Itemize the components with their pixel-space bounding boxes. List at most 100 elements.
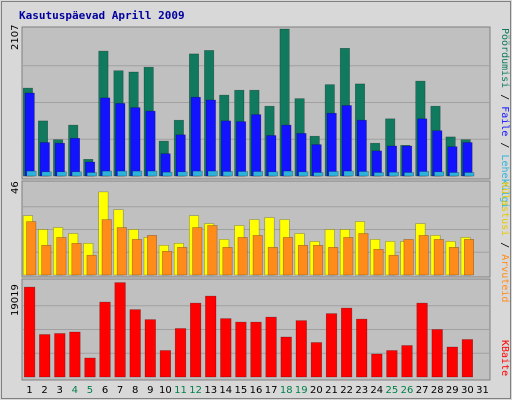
panel-bottom-bars (22, 282, 490, 378)
x-tick-label: 13 (204, 385, 217, 396)
panel-middle-bars (22, 191, 490, 276)
x-tick-label: 21 (325, 385, 338, 396)
bar-kbaite (250, 321, 262, 378)
bar-faile (341, 105, 352, 177)
bar-lehekulgi (313, 172, 324, 177)
x-tick-label: 9 (147, 385, 153, 396)
legend-separator: / (499, 236, 510, 254)
bar-arvuteid (222, 247, 233, 276)
bar-lehekulgi (464, 172, 475, 177)
x-tick-label: 28 (431, 385, 444, 396)
x-tick-label: 10 (159, 385, 172, 396)
bar-faile (296, 133, 307, 177)
bar-faile (115, 103, 126, 177)
x-tick-label: 4 (72, 385, 78, 396)
x-tick-label: 25 (386, 385, 399, 396)
bar-arvuteid (207, 225, 218, 276)
bar-faile (130, 107, 141, 177)
bar-kbaite (280, 336, 292, 378)
bar-arvuteid (71, 243, 82, 276)
bar-faile (281, 124, 292, 177)
bar-arvuteid (282, 237, 293, 276)
bar-lehekulgi (237, 171, 248, 177)
x-tick-label: 17 (265, 385, 278, 396)
panel-top-bars (22, 28, 490, 177)
bar-kbaite (54, 333, 66, 378)
legend-item-faile: Faile (499, 106, 510, 136)
bar-faile (447, 146, 458, 177)
x-tick-label: 6 (102, 385, 108, 396)
bar-lehekulgi (403, 172, 414, 177)
bar-kbaite (340, 307, 353, 378)
bar-arvuteid (297, 245, 308, 276)
bar-arvuteid (358, 233, 369, 276)
bar-faile (402, 145, 413, 177)
bar-arvuteid (101, 219, 112, 276)
bar-lehekulgi (434, 171, 445, 177)
bar-lehekulgi (192, 170, 203, 177)
bar-lehekulgi (418, 171, 429, 177)
bar-faile (190, 96, 201, 177)
bar-arvuteid (131, 239, 142, 276)
legend-middle: Külastusi / Arvuteid (499, 182, 510, 302)
bar-kbaite (431, 329, 443, 378)
x-tick-label: 24 (370, 385, 383, 396)
legend-separator: / (499, 136, 510, 154)
bar-lehekulgi (102, 170, 113, 177)
bar-kbaite (129, 309, 141, 378)
bar-faile (356, 119, 367, 177)
bar-faile (221, 120, 232, 177)
legend-item-arvuteid: Arvuteid (499, 254, 510, 302)
bar-faile (236, 121, 247, 177)
bar-arvuteid (463, 239, 474, 276)
bar-lehekulgi (162, 171, 173, 177)
bar-kbaite (461, 339, 474, 378)
bar-kbaite (174, 328, 187, 378)
x-tick-label: 23 (355, 385, 368, 396)
bar-lehekulgi (177, 171, 188, 177)
bar-faile (417, 118, 428, 177)
bar-kbaite (23, 286, 36, 378)
x-tick-label: 22 (340, 385, 353, 396)
bar-faile (386, 145, 397, 177)
x-tick-label: 31 (476, 385, 489, 396)
x-tick-label: 29 (446, 385, 459, 396)
legend-separator: / (499, 88, 510, 106)
bar-faile (266, 135, 277, 177)
bar-arvuteid (192, 227, 203, 276)
bar-lehekulgi (358, 171, 369, 177)
bar-kbaite (114, 282, 126, 378)
x-tick-label: 15 (235, 385, 248, 396)
bar-lehekulgi (41, 171, 52, 177)
legend-top: Pöördumisi / Faile / Lehekülgi (499, 28, 510, 209)
bar-faile (100, 97, 111, 177)
bar-kbaite (99, 301, 111, 378)
bar-faile (70, 138, 81, 177)
bar-kbaite (235, 321, 247, 378)
bar-lehekulgi (132, 170, 143, 177)
x-tick-label: 8 (132, 385, 138, 396)
bar-lehekulgi (283, 170, 294, 177)
bar-kbaite (265, 316, 277, 378)
bar-lehekulgi (343, 170, 354, 177)
panel-bottom-max-label: 19019 (10, 284, 21, 316)
legend-item-kulastusi: Külastusi (499, 182, 510, 236)
legend-item-lehekulgi: Lehekülgi (499, 154, 510, 208)
x-tick-label: 18 (280, 385, 293, 396)
x-tick-label: 7 (117, 385, 123, 396)
bar-arvuteid (56, 237, 67, 276)
bar-arvuteid (162, 251, 173, 276)
bar-arvuteid (433, 239, 444, 276)
bar-arvuteid (403, 239, 414, 276)
panel-top-max-label: 2107 (10, 25, 21, 50)
bar-lehekulgi (147, 170, 158, 177)
bar-arvuteid (86, 254, 97, 276)
bar-lehekulgi (71, 171, 82, 177)
bar-arvuteid (373, 249, 384, 276)
bar-kbaite (144, 319, 156, 378)
x-tick-label: 1 (26, 385, 32, 396)
bar-kbaite (39, 334, 51, 378)
bar-arvuteid (388, 254, 399, 276)
